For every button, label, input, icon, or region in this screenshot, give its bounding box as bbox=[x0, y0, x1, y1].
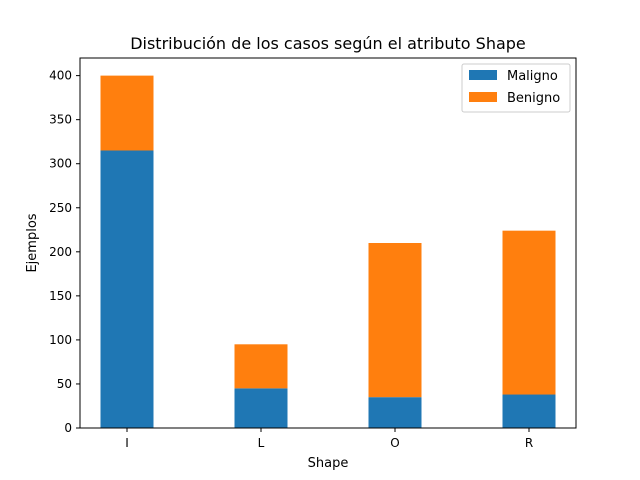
y-ticks: 0 50 100 150 200 250 300 350 400 bbox=[49, 69, 80, 435]
y-tick-label: 400 bbox=[49, 69, 72, 83]
y-tick-label: 300 bbox=[49, 157, 72, 171]
bar-maligno-o bbox=[368, 397, 422, 428]
y-tick-label: 200 bbox=[49, 245, 72, 259]
bar-maligno-l bbox=[234, 388, 288, 428]
legend-swatch-maligno bbox=[469, 70, 497, 80]
x-tick-label: R bbox=[525, 436, 533, 450]
bar-benigno-i bbox=[100, 75, 154, 151]
y-tick-label: 50 bbox=[57, 377, 72, 391]
legend-label-maligno: Maligno bbox=[507, 69, 558, 84]
y-tick-label: 250 bbox=[49, 201, 72, 215]
y-tick-label: 0 bbox=[64, 421, 72, 435]
y-axis-label: Ejemplos bbox=[25, 213, 40, 272]
bar-benigno-r bbox=[502, 230, 556, 395]
plot-frame bbox=[79, 57, 577, 429]
legend: Maligno Benigno bbox=[461, 63, 571, 113]
x-tick-label: I bbox=[125, 436, 129, 450]
x-tick-label: O bbox=[390, 436, 399, 450]
y-tick-label: 150 bbox=[49, 289, 72, 303]
bars-group bbox=[100, 75, 556, 428]
y-tick-label: 350 bbox=[49, 113, 72, 127]
legend-swatch-benigno bbox=[469, 92, 497, 102]
bar-benigno-o bbox=[368, 243, 422, 398]
bar-maligno-r bbox=[502, 394, 556, 428]
x-tick-label: L bbox=[258, 436, 265, 450]
bar-maligno-i bbox=[100, 150, 154, 428]
bar-benigno-l bbox=[234, 344, 288, 389]
chart-title: Distribución de los casos según el atrib… bbox=[130, 34, 526, 53]
x-axis-label: Shape bbox=[308, 456, 349, 471]
legend-label-benigno: Benigno bbox=[507, 91, 560, 106]
y-tick-label: 100 bbox=[49, 333, 72, 347]
